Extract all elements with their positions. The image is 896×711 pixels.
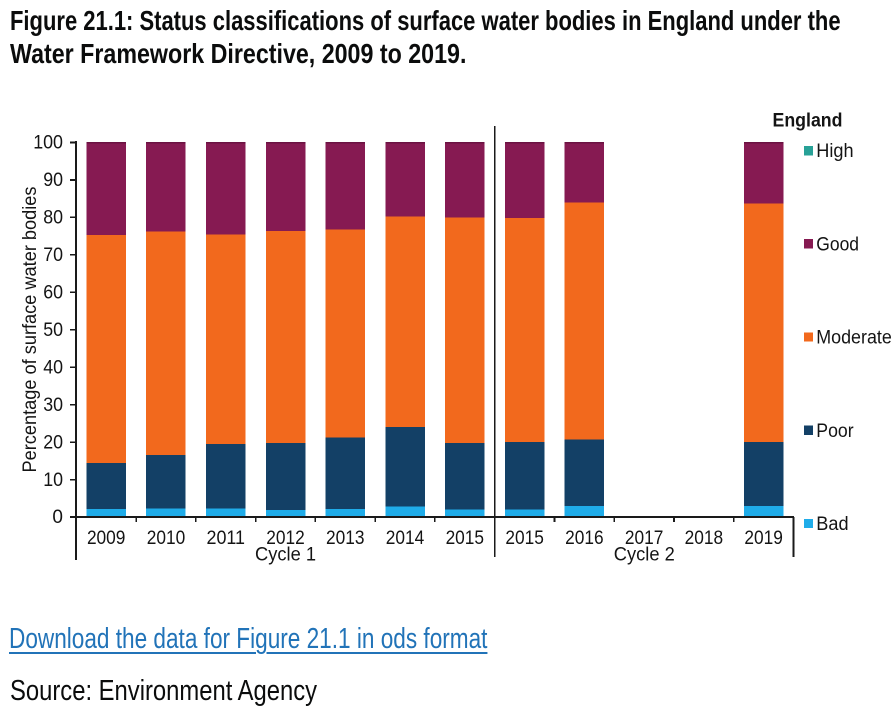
svg-text:Moderate: Moderate: [816, 328, 892, 349]
svg-text:2019: 2019: [744, 527, 783, 549]
svg-text:2012: 2012: [266, 527, 305, 549]
svg-text:2015: 2015: [446, 527, 485, 549]
svg-text:10: 10: [43, 470, 63, 491]
svg-text:90: 90: [43, 170, 63, 191]
svg-text:Poor: Poor: [816, 421, 854, 442]
svg-text:2009: 2009: [87, 527, 126, 549]
svg-text:Bad: Bad: [816, 514, 848, 535]
svg-text:2016: 2016: [565, 527, 604, 549]
svg-text:50: 50: [43, 320, 63, 341]
svg-text:Cycle 1: Cycle 1: [255, 545, 316, 566]
svg-text:2015: 2015: [505, 527, 544, 549]
svg-text:England: England: [773, 111, 843, 132]
svg-text:70: 70: [43, 245, 63, 266]
svg-text:2011: 2011: [206, 527, 245, 549]
svg-text:100: 100: [33, 133, 63, 154]
svg-text:Percentage of surface water bo: Percentage of surface water bodies: [20, 187, 41, 473]
svg-text:High: High: [816, 141, 853, 162]
svg-text:2014: 2014: [386, 527, 425, 549]
svg-text:Cycle 2: Cycle 2: [614, 545, 675, 566]
svg-text:2010: 2010: [147, 527, 186, 549]
svg-text:0: 0: [52, 507, 63, 528]
svg-text:2018: 2018: [685, 527, 724, 549]
svg-text:80: 80: [43, 208, 63, 229]
svg-text:Good: Good: [816, 234, 859, 255]
svg-text:20: 20: [43, 432, 63, 453]
svg-text:30: 30: [43, 395, 63, 416]
svg-text:2013: 2013: [326, 527, 365, 549]
svg-text:60: 60: [43, 283, 63, 304]
svg-text:2017: 2017: [625, 527, 664, 549]
svg-text:40: 40: [43, 357, 63, 378]
